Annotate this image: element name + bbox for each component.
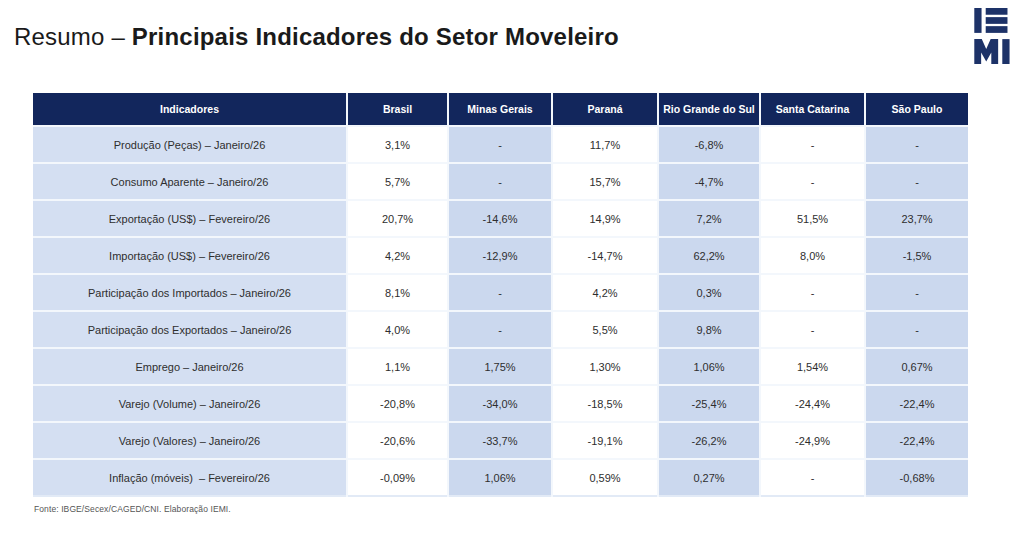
iemi-logo [974, 8, 1014, 64]
value-cell: -34,0% [448, 385, 552, 422]
value-cell: -6,8% [658, 126, 760, 163]
value-cell: 0,3% [658, 274, 760, 311]
value-cell: - [760, 311, 865, 348]
value-cell: 1,1% [347, 348, 448, 385]
value-cell: -14,7% [552, 237, 658, 274]
indicator-label: Inflação (móveis) – Fevereiro/26 [33, 459, 347, 496]
value-cell: 5,5% [552, 311, 658, 348]
value-cell: -24,4% [760, 385, 865, 422]
value-cell: -1,5% [865, 237, 968, 274]
value-cell: -20,6% [347, 422, 448, 459]
value-cell: 15,7% [552, 163, 658, 200]
value-cell: - [448, 311, 552, 348]
value-cell: 1,75% [448, 348, 552, 385]
column-header: Minas Gerais [448, 93, 552, 126]
table-row: Importação (US$) – Fevereiro/264,2%-12,9… [33, 237, 968, 274]
value-cell: 51,5% [760, 200, 865, 237]
value-cell: 8,0% [760, 237, 865, 274]
value-cell: - [865, 274, 968, 311]
table-row: Varejo (Volume) – Janeiro/26-20,8%-34,0%… [33, 385, 968, 422]
value-cell: - [448, 274, 552, 311]
indicator-label: Participação dos Importados – Janeiro/26 [33, 274, 347, 311]
table-body: Produção (Peças) – Janeiro/263,1%-11,7%-… [33, 126, 968, 496]
indicator-label: Emprego – Janeiro/26 [33, 348, 347, 385]
value-cell: 1,54% [760, 348, 865, 385]
value-cell: -0,68% [865, 459, 968, 496]
value-cell: 4,2% [552, 274, 658, 311]
value-cell: 14,9% [552, 200, 658, 237]
value-cell: 11,7% [552, 126, 658, 163]
value-cell: 8,1% [347, 274, 448, 311]
value-cell: 1,30% [552, 348, 658, 385]
value-cell: 4,2% [347, 237, 448, 274]
value-cell: - [448, 163, 552, 200]
table-row: Inflação (móveis) – Fevereiro/26-0,09%1,… [33, 459, 968, 496]
value-cell: 0,59% [552, 459, 658, 496]
value-cell: 0,67% [865, 348, 968, 385]
value-cell: 1,06% [658, 348, 760, 385]
value-cell: 62,2% [658, 237, 760, 274]
table-row: Participação dos Importados – Janeiro/26… [33, 274, 968, 311]
value-cell: -18,5% [552, 385, 658, 422]
value-cell: - [760, 163, 865, 200]
indicator-label: Exportação (US$) – Fevereiro/26 [33, 200, 347, 237]
value-cell: -22,4% [865, 385, 968, 422]
value-cell: - [760, 274, 865, 311]
indicator-label: Participação dos Exportados – Janeiro/26 [33, 311, 347, 348]
value-cell: -25,4% [658, 385, 760, 422]
value-cell: - [448, 126, 552, 163]
value-cell: 23,7% [865, 200, 968, 237]
indicator-label: Importação (US$) – Fevereiro/26 [33, 237, 347, 274]
value-cell: -24,9% [760, 422, 865, 459]
page-title: Resumo – Principais Indicadores do Setor… [14, 22, 619, 52]
title-main: Principais Indicadores do Setor Moveleir… [132, 23, 619, 50]
source-note: Fonte: IBGE/Secex/CAGED/CNI. Elaboração … [34, 504, 231, 514]
table-row: Consumo Aparente – Janeiro/265,7%-15,7%-… [33, 163, 968, 200]
value-cell: 20,7% [347, 200, 448, 237]
value-cell: - [760, 459, 865, 496]
value-cell: -4,7% [658, 163, 760, 200]
column-header: Santa Catarina [760, 93, 865, 126]
value-cell: - [760, 126, 865, 163]
title-prefix: Resumo – [14, 23, 132, 50]
table-row: Varejo (Valores) – Janeiro/26-20,6%-33,7… [33, 422, 968, 459]
indicators-table: IndicadoresBrasilMinas GeraisParanáRio G… [33, 93, 968, 497]
indicator-label: Varejo (Valores) – Janeiro/26 [33, 422, 347, 459]
value-cell: 5,7% [347, 163, 448, 200]
table-row: Emprego – Janeiro/261,1%1,75%1,30%1,06%1… [33, 348, 968, 385]
value-cell: -20,8% [347, 385, 448, 422]
report-page: Resumo – Principais Indicadores do Setor… [0, 0, 1024, 535]
indicator-label: Consumo Aparente – Janeiro/26 [33, 163, 347, 200]
value-cell: -22,4% [865, 422, 968, 459]
table-row: Participação dos Exportados – Janeiro/26… [33, 311, 968, 348]
value-cell: -12,9% [448, 237, 552, 274]
indicator-label: Produção (Peças) – Janeiro/26 [33, 126, 347, 163]
value-cell: -0,09% [347, 459, 448, 496]
value-cell: - [865, 163, 968, 200]
column-header: Rio Grande do Sul [658, 93, 760, 126]
value-cell: -19,1% [552, 422, 658, 459]
value-cell: 4,0% [347, 311, 448, 348]
value-cell: 1,06% [448, 459, 552, 496]
column-header: São Paulo [865, 93, 968, 126]
value-cell: -26,2% [658, 422, 760, 459]
value-cell: - [865, 126, 968, 163]
value-cell: -14,6% [448, 200, 552, 237]
table-row: Produção (Peças) – Janeiro/263,1%-11,7%-… [33, 126, 968, 163]
table-row: Exportação (US$) – Fevereiro/2620,7%-14,… [33, 200, 968, 237]
value-cell: -33,7% [448, 422, 552, 459]
column-header: Indicadores [33, 93, 347, 126]
value-cell: 7,2% [658, 200, 760, 237]
value-cell: 0,27% [658, 459, 760, 496]
value-cell: - [865, 311, 968, 348]
header-row: IndicadoresBrasilMinas GeraisParanáRio G… [33, 93, 968, 126]
indicator-label: Varejo (Volume) – Janeiro/26 [33, 385, 347, 422]
column-header: Brasil [347, 93, 448, 126]
value-cell: 3,1% [347, 126, 448, 163]
column-header: Paraná [552, 93, 658, 126]
value-cell: 9,8% [658, 311, 760, 348]
